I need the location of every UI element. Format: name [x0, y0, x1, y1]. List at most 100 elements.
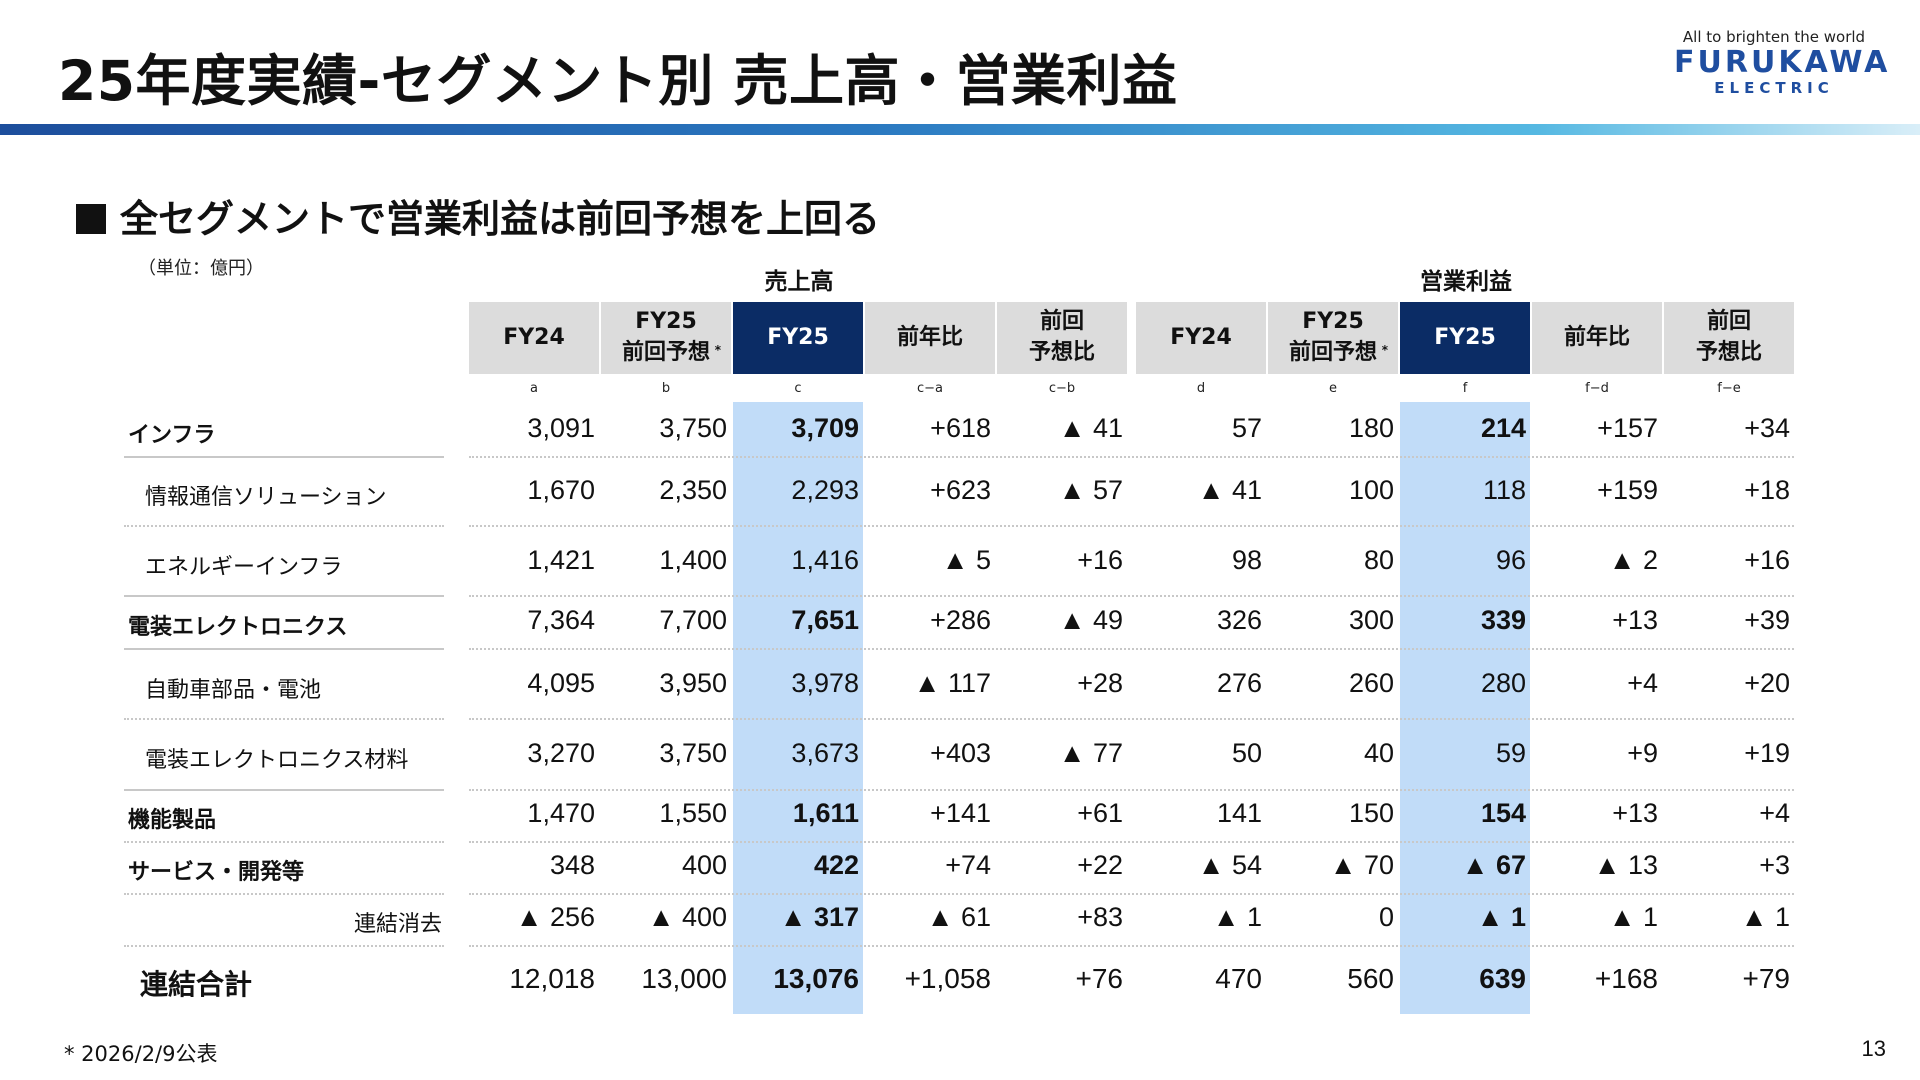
table-cell: +20	[1744, 668, 1790, 698]
highlight-column-sales-fy25	[733, 402, 863, 1014]
table-cell: ▲ 1	[1608, 902, 1658, 932]
table-cell: +403	[930, 738, 991, 768]
table-cell: 3,750	[659, 738, 727, 768]
table-cell: ▲ 13	[1593, 850, 1658, 880]
table-cell: 260	[1348, 668, 1394, 698]
column-header-line1: 前回	[1039, 309, 1084, 335]
table-cell: 422	[813, 850, 859, 880]
table-cell: 7,700	[659, 605, 727, 635]
table-cell: ▲ 256	[515, 902, 595, 932]
row-divider	[469, 945, 1794, 947]
table-cell: 7,651	[791, 605, 859, 635]
table-cell: +141	[930, 798, 991, 828]
table-cell: +74	[945, 850, 991, 880]
row-label: 機能製品	[128, 807, 217, 833]
row-divider	[124, 595, 444, 597]
table-cell: 118	[1482, 475, 1526, 505]
table-cell: +157	[1597, 413, 1658, 443]
row-label: 自動車部品・電池	[145, 677, 322, 703]
row-label: 情報通信ソリューション	[145, 484, 387, 510]
column-header-line2: 前回予想	[621, 340, 710, 365]
column-code: d	[1196, 381, 1206, 396]
table-cell: 12,018	[509, 963, 595, 994]
table-cell: ▲ 400	[647, 902, 727, 932]
column-header-line1: 前回	[1706, 309, 1751, 335]
table-cell: 1,421	[527, 545, 595, 575]
column-header-line2: 予想比	[1695, 340, 1762, 365]
column-header-line1: 前年比	[1563, 324, 1630, 350]
table-cell: ▲ 1	[1212, 902, 1262, 932]
table-cell: +22	[1077, 850, 1123, 880]
column-header-line1: FY25	[767, 324, 829, 350]
table-cell: 150	[1348, 798, 1394, 828]
column-header-line1: FY25	[635, 309, 697, 335]
row-divider	[469, 525, 1794, 527]
table-cell: 2,350	[659, 475, 727, 505]
column-header: FY25 前回予想 *	[1268, 302, 1398, 374]
table-cell: 3,709	[791, 413, 859, 443]
table-cell: 3,091	[527, 413, 595, 443]
row-label: サービス・開発等	[128, 859, 305, 885]
table-cell: ▲ 67	[1461, 850, 1526, 880]
table-cell: 280	[1480, 668, 1526, 698]
row-divider	[124, 648, 444, 650]
table-cell: ▲ 2	[1608, 545, 1658, 575]
table-cell: +18	[1744, 475, 1790, 505]
table-cell: +13	[1612, 798, 1658, 828]
table-cell: ▲ 1	[1740, 902, 1790, 932]
table-cell: 154	[1480, 798, 1526, 828]
column-header: FY25 前回予想 *	[601, 302, 731, 374]
table-cell: +4	[1759, 798, 1790, 828]
table-cell: 348	[549, 850, 595, 880]
table-cell: 3,950	[659, 668, 727, 698]
table-cell: 276	[1216, 668, 1262, 698]
table-cell: +159	[1597, 475, 1658, 505]
column-header-line2: 前回予想	[1288, 340, 1377, 365]
column-header-line2: 予想比	[1028, 340, 1095, 365]
column-header: 前回 予想比	[997, 302, 1127, 374]
row-divider	[469, 841, 1794, 843]
company-logo: All to brighten the world FURUKAWA ELECT…	[1674, 28, 1887, 97]
table-cell: ▲ 61	[926, 902, 991, 932]
table-cell: 100	[1348, 475, 1394, 505]
table-cell: +28	[1077, 668, 1123, 698]
table-cell: 1,400	[659, 545, 727, 575]
table-cell: 3,270	[527, 738, 595, 768]
table-cell: 13,000	[641, 963, 727, 994]
row-label: 連結合計	[140, 968, 253, 1002]
row-divider	[469, 648, 1794, 650]
table-cell: 3,978	[791, 668, 859, 698]
column-code: f−d	[1585, 381, 1609, 396]
table-cell: +623	[930, 475, 991, 505]
column-header-asterisk: *	[1381, 343, 1388, 357]
column-header-line1: FY25	[1302, 309, 1364, 335]
table-cell: ▲ 117	[913, 668, 991, 698]
table-cell: 3,750	[659, 413, 727, 443]
highlight-column-income-fy25	[1400, 402, 1530, 1014]
table-cell: 300	[1348, 605, 1394, 635]
column-code: c−a	[916, 381, 943, 396]
table-cell: 1,550	[659, 798, 727, 828]
table-cell: 180	[1348, 413, 1394, 443]
table-cell: +618	[930, 413, 991, 443]
table-cell: ▲ 70	[1329, 850, 1394, 880]
table-cell: +39	[1744, 605, 1790, 635]
row-divider	[469, 893, 1794, 895]
table-cell: +16	[1744, 545, 1790, 575]
table-cell: +4	[1627, 668, 1658, 698]
row-label: インフラ	[128, 422, 216, 448]
table-cell: 1,670	[527, 475, 595, 505]
table-cell: +79	[1742, 963, 1791, 994]
table-cell: 470	[1215, 963, 1262, 994]
table-cell: 639	[1479, 963, 1526, 994]
table-cell: 0	[1378, 902, 1394, 932]
table-cell: ▲ 1	[1476, 902, 1526, 932]
column-code: e	[1329, 381, 1337, 396]
table-cell: 98	[1231, 545, 1262, 575]
row-divider	[124, 841, 444, 843]
table-cell: ▲ 54	[1197, 850, 1262, 880]
table-cell: +34	[1744, 413, 1790, 443]
column-header-line1: 前年比	[896, 324, 963, 350]
logo-tagline: All to brighten the world	[1682, 28, 1866, 46]
